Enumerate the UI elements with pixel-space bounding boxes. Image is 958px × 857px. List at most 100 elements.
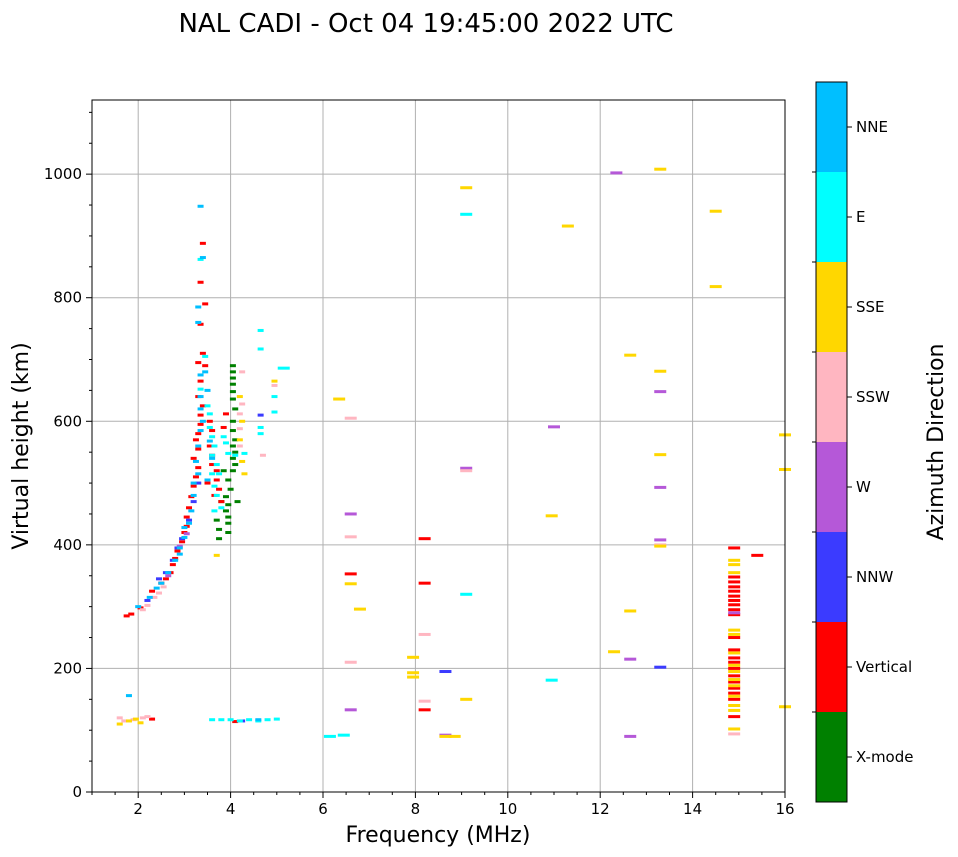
data-point [333,397,346,401]
data-point [728,678,741,682]
data-point [176,544,183,548]
data-point [728,594,741,598]
data-point [195,361,202,365]
data-point [188,509,195,513]
data-point [239,459,246,463]
data-point [232,438,239,442]
colorbar-tick-label: Vertical [856,658,912,676]
data-point [216,537,223,541]
data-point [220,435,227,439]
data-point [460,186,473,190]
y-tick-label: 800 [53,289,82,307]
data-point [257,413,264,417]
data-point [209,429,216,433]
colorbar-segment [816,262,847,352]
data-point [199,241,206,245]
data-point [241,451,248,455]
data-point [344,416,357,420]
data-point [192,475,199,479]
data-point [116,722,123,726]
data-point [728,715,741,719]
data-point [255,718,262,722]
data-point [206,439,213,443]
data-point [728,704,741,707]
data-point [204,388,211,392]
data-point [460,466,473,470]
data-point [204,478,211,482]
data-point [199,256,206,260]
colorbar-tick-label: NNW [856,568,893,586]
data-point [561,224,574,228]
data-point [728,684,741,688]
data-point [206,425,213,429]
data-point [206,412,213,416]
data-point [149,717,156,721]
data-point [174,549,181,553]
data-point [229,382,236,386]
data-point [125,694,132,698]
data-point [209,456,216,460]
y-axis: 0 200 400 600 800 1000 [44,111,92,801]
data-point [728,563,741,567]
data-point [439,734,452,738]
data-point [344,708,357,712]
data-point [218,500,225,504]
data-point [204,404,211,408]
data-point [179,540,186,544]
data-point [610,171,623,175]
series-e [197,212,558,738]
data-point [165,571,172,575]
x-tick-label: 6 [318,800,328,818]
data-point [257,432,264,436]
data-point [751,553,764,557]
data-point [344,535,357,539]
data-point [654,538,667,542]
data-point [236,395,243,399]
data-point [728,598,741,602]
colorbar-tick-label: W [856,478,871,496]
data-point [197,395,204,399]
colorbar-tick-label: SSE [856,298,885,316]
data-point [728,603,741,607]
data-point [146,595,153,599]
data-point [149,589,156,593]
data-point [135,605,142,609]
data-point [183,515,190,519]
data-point [624,609,637,613]
data-point [418,632,431,636]
data-point [418,581,431,585]
data-point [181,535,188,539]
data-point [229,364,236,368]
x-tick-label: 16 [775,800,794,818]
data-point [222,441,229,445]
data-point [222,412,229,416]
x-axis: 2 4 6 8 10 12 14 16 [91,792,795,818]
data-point [728,656,741,660]
data-point [225,478,232,482]
data-point [195,466,202,470]
data-point [176,552,183,556]
data-point [172,556,179,560]
data-point [407,675,420,679]
data-point [144,715,151,719]
data-point [654,453,667,457]
data-point [728,558,741,562]
data-point [199,351,206,355]
data-point [121,719,128,723]
data-point [234,500,241,504]
data-point [323,734,336,738]
colorbar-segment [816,622,847,712]
data-point [195,432,202,436]
data-point [181,526,188,530]
data-point [153,586,160,590]
x-axis-label: Frequency (MHz) [346,823,531,848]
data-point [218,718,225,722]
data-point [206,419,213,423]
y-tick-label: 0 [72,783,82,801]
data-point [728,727,741,731]
data-point [216,487,223,491]
data-point [271,379,278,383]
series-w [165,171,741,738]
data-point [202,302,209,306]
